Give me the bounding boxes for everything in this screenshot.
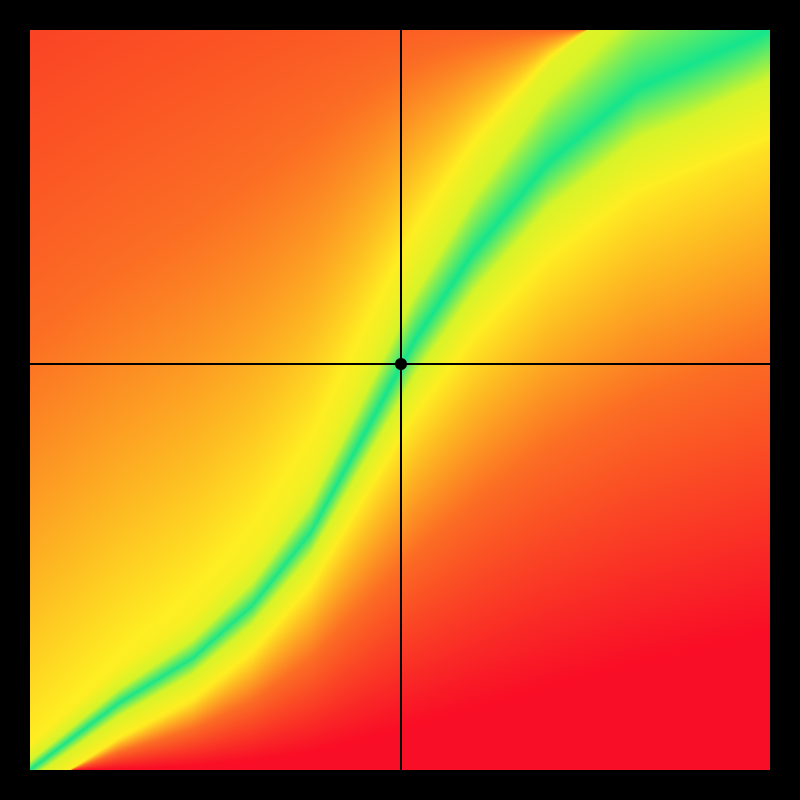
crosshair-vertical (400, 30, 402, 770)
marker-point (395, 358, 407, 370)
chart-frame: TheBottleneck.com (0, 0, 800, 800)
watermark-text: TheBottleneck.com (565, 2, 770, 30)
